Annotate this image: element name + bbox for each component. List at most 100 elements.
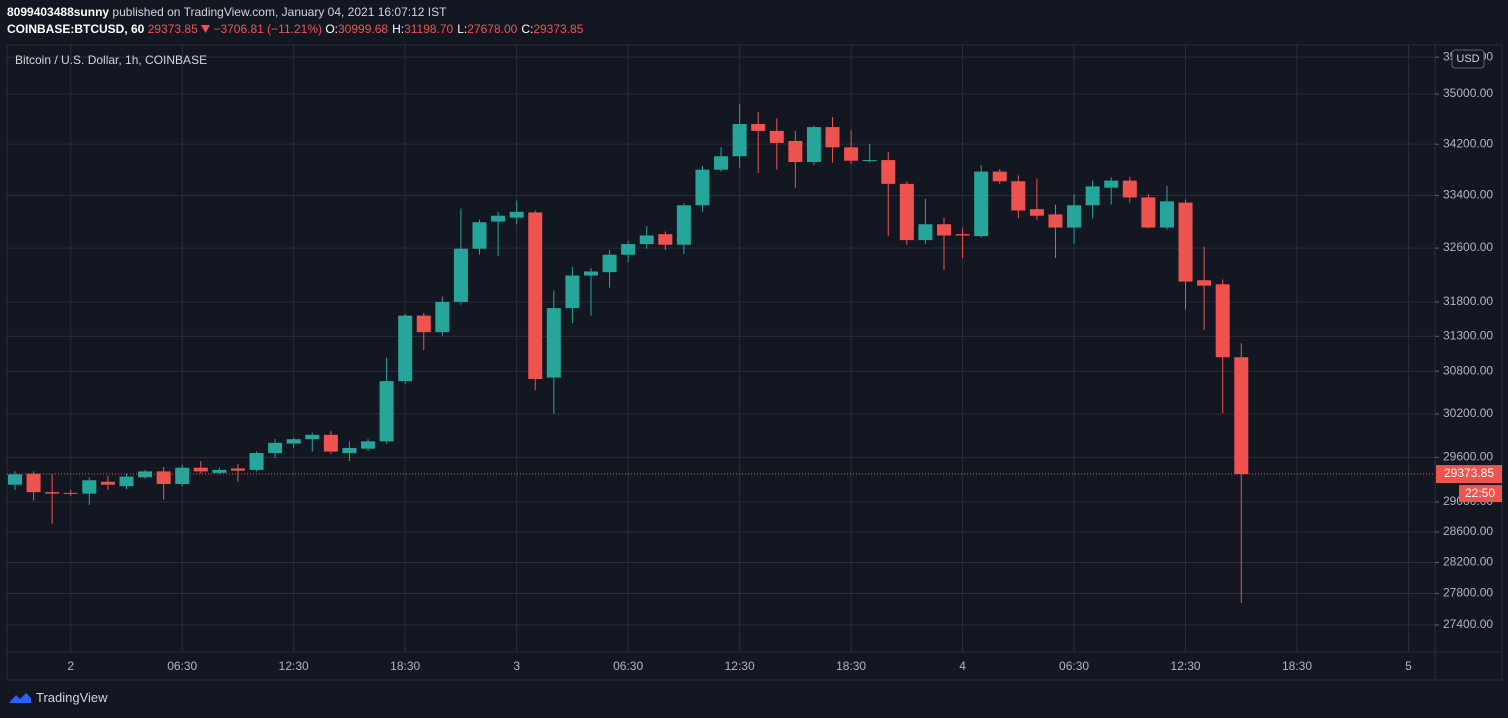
author: 8099403488sunny [7,5,110,19]
candle-body [249,453,264,470]
candle-body [342,447,357,454]
candle-body [491,215,506,222]
down-arrow [201,25,211,33]
x-tick-label: 18:30 [1282,659,1312,673]
y-tick-label: 30200.00 [1443,406,1493,420]
candle-body [305,434,320,440]
x-tick-label: 18:30 [390,659,420,673]
symbol: COINBASE:BTCUSD, 60 [7,22,145,36]
last-price-label: 29373.85 [1444,466,1494,480]
x-tick-label: 12:30 [1171,659,1201,673]
candle-body [1048,214,1063,228]
candle-body [1104,180,1119,188]
candle-body [286,439,301,444]
candle-body [862,160,877,162]
candle-body [992,171,1007,182]
candle-body [658,234,673,245]
candles [7,103,1435,604]
y-tick-label: 34200.00 [1443,136,1493,150]
candle-body [639,235,654,245]
candle-body [806,127,821,162]
x-tick-label: 5 [1405,659,1412,673]
change: −3706.81 (−11.21%) [213,22,322,36]
candle-body [1011,181,1026,211]
candle-body [323,434,338,452]
candle-body [100,481,115,485]
x-tick-label: 12:30 [279,659,309,673]
candle-body [26,473,41,493]
currency-label: USD [1456,53,1479,65]
candle-body [844,147,859,161]
candle-body [528,212,543,380]
ohlc-value: 29373.85 [533,22,584,36]
x-tick-label: 3 [513,659,520,673]
candle-body [472,222,487,249]
candle-body [583,271,598,276]
candle-body [1085,186,1100,206]
candle-body [398,315,413,382]
candle-body [1178,202,1193,282]
y-tick-label: 31800.00 [1443,294,1493,308]
y-tick-label: 27800.00 [1443,586,1493,600]
candle-body [732,123,747,157]
candle-body [751,123,766,131]
candle-body [175,467,190,484]
candle-body [1029,209,1044,216]
grid [7,45,1439,652]
header-line: 8099403488sunny published on TradingView… [7,4,587,21]
countdown-badge [1459,485,1502,503]
candle-body [955,234,970,236]
ohlc-label: C: [521,22,534,36]
brand: TradingView [36,690,108,705]
candle-body [212,469,227,473]
candle-body [1215,284,1230,358]
candle-body [714,156,729,170]
candle-body [546,308,561,378]
candle-body [8,474,22,485]
published: published on TradingView.com, January 04… [112,5,447,19]
candle-body [1067,205,1082,228]
candle-body [1141,197,1156,228]
candle-body [881,160,896,184]
axis-labels: 27400.0027800.0028200.0028600.0029000.00… [67,49,1502,673]
candle-body [565,275,580,309]
candle-body [676,205,691,245]
y-tick-label: 30800.00 [1443,363,1493,377]
y-tick-label: 27400.00 [1443,617,1493,631]
candle-body [602,254,617,273]
candle-body [379,381,394,442]
candle-body [937,224,951,236]
ohlc-label: L: [457,22,468,36]
x-tick-label: 12:30 [725,659,755,673]
candle-body [435,301,450,333]
y-tick-label: 28600.00 [1443,524,1493,538]
y-tick-label: 32600.00 [1443,240,1493,254]
currency-badge[interactable] [1451,49,1485,69]
symbol-line: COINBASE:BTCUSD, 60 29373.85 −3706.81 (−… [7,21,587,38]
x-tick-label: 06:30 [613,659,643,673]
candle-body [268,442,283,454]
ohlc-value: 31198.70 [404,22,454,36]
candle-body [1197,280,1212,286]
y-tick-label: 33400.00 [1443,188,1493,202]
last-price: 29373.85 [147,22,198,36]
candle-body [82,480,97,494]
chart-title: Bitcoin / U.S. Dollar, 1h, COINBASE [15,53,207,67]
candle-body [974,171,989,237]
y-tick-label: 29600.00 [1443,450,1493,464]
candle-body [621,244,636,255]
ohlc-label: O: [325,22,338,36]
ohlc-label: H: [392,22,405,36]
x-tick-label: 06:30 [167,659,197,673]
candle-body [453,248,468,302]
candle-body [416,315,431,333]
candle-body [899,183,914,241]
ohlc-value: 27678.00 [467,22,518,36]
footer: TradingView [8,690,108,705]
logo [9,692,31,703]
candle-body [361,441,376,449]
candle-body [788,140,803,162]
candle-body [825,127,840,148]
candle-body [45,492,60,494]
